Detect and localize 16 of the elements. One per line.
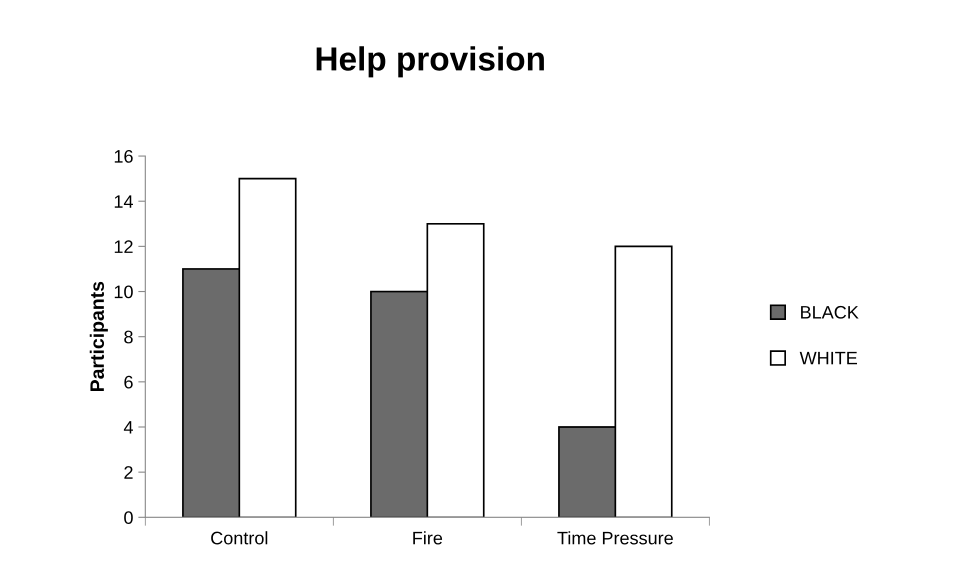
y-tick-label: 0: [124, 511, 133, 524]
legend-label: BLACK: [801, 306, 859, 319]
y-tick-label: 8: [124, 330, 133, 344]
y-tick-label: 16: [114, 150, 133, 163]
y-tick-label: 12: [114, 240, 133, 253]
chart-title: Help provision: [316, 46, 544, 78]
legend-label: WHITE: [800, 352, 858, 364]
y-tick-label: 10: [114, 285, 133, 298]
y-tick-label: 14: [114, 195, 133, 208]
y-tick-label: 4: [124, 421, 133, 434]
x-tick-label: Fire: [413, 531, 442, 544]
x-tick-label: Control: [211, 531, 268, 544]
y-tick-label: 6: [124, 376, 133, 389]
y-axis-title: Participants: [90, 282, 108, 392]
x-tick-label: Time Pressure: [557, 531, 673, 544]
y-tick-label: 2: [124, 466, 133, 479]
